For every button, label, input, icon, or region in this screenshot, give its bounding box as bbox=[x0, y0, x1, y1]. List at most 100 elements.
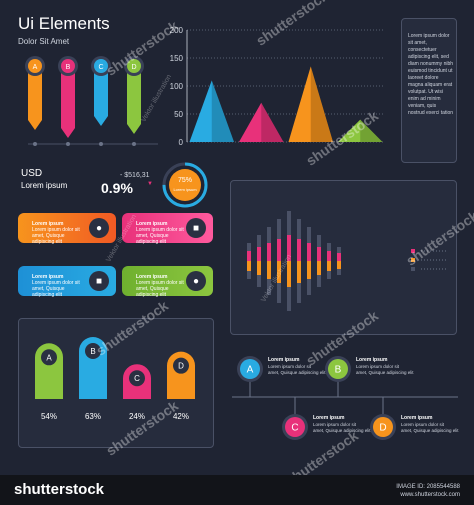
y-tick-label: 0 bbox=[179, 138, 184, 147]
pin-label: D bbox=[131, 64, 136, 71]
triangle-bar-a bbox=[189, 80, 235, 142]
timeline-body: amet, Quisque adipiscing elit bbox=[401, 428, 459, 433]
wave-bar-top bbox=[297, 219, 301, 239]
text-block: Lorem ipsum dolor sit amet, consectetuer… bbox=[408, 33, 454, 116]
legend-swatch bbox=[411, 267, 415, 271]
footer-meta: IMAGE ID: 2085544588 www.shutterstock.co… bbox=[396, 483, 460, 499]
timeline-body: Lorem ipsum dolor sit bbox=[401, 422, 445, 427]
pin-label: B bbox=[66, 64, 71, 71]
wave-bar-magenta bbox=[257, 247, 261, 261]
wave-bar-magenta bbox=[297, 239, 301, 261]
timeline-body: Lorem ipsum dolor sit bbox=[268, 364, 312, 369]
timeline-body: amet, Quisque adipiscing elit bbox=[313, 428, 371, 433]
y-tick-label: 50 bbox=[174, 110, 183, 119]
y-tick-label: 100 bbox=[170, 82, 184, 91]
wave-bar-bottom bbox=[267, 279, 271, 295]
triangle-shade bbox=[310, 66, 334, 142]
timeline-label: Lorem ipsum bbox=[356, 357, 388, 363]
page-subtitle: Dolor Sit Amet bbox=[18, 37, 70, 46]
pin-label: A bbox=[33, 64, 38, 71]
briefcase-icon: ■ bbox=[89, 271, 109, 291]
capsule-letter: A bbox=[46, 353, 52, 362]
wave-bar-top bbox=[267, 227, 271, 243]
triangle-bar-b bbox=[238, 102, 284, 142]
wave-bar-orange bbox=[277, 261, 281, 283]
waveform-panel bbox=[230, 180, 457, 335]
card-1[interactable]: Lorem ipsum Lorem ipsum dolor sit amet, Q… bbox=[18, 213, 116, 245]
capsule-badge bbox=[129, 370, 145, 387]
user-icon: ● bbox=[186, 271, 206, 291]
gauge-value: 75% bbox=[177, 177, 192, 184]
wave-bar-magenta bbox=[287, 235, 291, 261]
wave-bar-bottom bbox=[327, 271, 331, 279]
wave-bar-orange bbox=[327, 261, 331, 271]
wave-bar-magenta bbox=[267, 243, 271, 261]
wave-bar-bottom bbox=[307, 279, 311, 295]
wave-bar-magenta bbox=[327, 251, 331, 261]
card-2[interactable]: Lorem ipsum Lorem ipsum dolor sit amet, Q… bbox=[122, 213, 213, 245]
wave-bar-orange bbox=[267, 261, 271, 279]
triangle-chart: 0 50 100 150 200 bbox=[170, 26, 385, 147]
card-label: Lorem ipsum bbox=[136, 274, 168, 280]
image-id: IMAGE ID: 2085544588 bbox=[396, 484, 460, 490]
site-url: www.shutterstock.com bbox=[400, 492, 460, 498]
wave-bar-top bbox=[287, 211, 291, 235]
wave-bar-bottom bbox=[317, 275, 321, 287]
timeline-letter: C bbox=[291, 423, 298, 434]
page-title: Ui Elements bbox=[18, 14, 110, 33]
text-panel: Lorem ipsum dolor sit amet, consectetuer… bbox=[401, 18, 457, 163]
timeline-body: Lorem ipsum dolor sit bbox=[313, 422, 357, 427]
capsule-value-label: 42% bbox=[173, 412, 189, 421]
pin-d: D bbox=[124, 56, 144, 146]
timeline-label: Lorem ipsum bbox=[268, 357, 300, 363]
capsule-chart: A 54% B 63% C 24% D 42% bbox=[35, 337, 195, 421]
gauge bbox=[162, 162, 208, 208]
card-body: Lorem ipsum dolor sit amet, Quisque adip… bbox=[32, 280, 80, 298]
capsule-value-label: 54% bbox=[41, 412, 57, 421]
usd-label: USD bbox=[21, 168, 43, 179]
wave-bar-top bbox=[337, 247, 341, 253]
timeline-node-b bbox=[328, 359, 348, 379]
timeline-label: Lorem ipsum bbox=[401, 415, 433, 421]
usd-percent: 0.9% bbox=[101, 180, 133, 196]
waveform-chart bbox=[247, 211, 446, 311]
capsule-base bbox=[123, 385, 151, 399]
pin-c: C bbox=[91, 56, 111, 146]
wave-bar-bottom bbox=[247, 271, 251, 279]
wave-bar-magenta bbox=[247, 251, 251, 261]
triangle-shade bbox=[211, 80, 235, 142]
timeline-node-d bbox=[373, 417, 393, 437]
capsule-base bbox=[79, 385, 107, 399]
user-icon: ● bbox=[89, 218, 109, 238]
timeline-label: Lorem ipsum bbox=[313, 415, 345, 421]
triangle-bar-c bbox=[288, 66, 334, 142]
capsule-base bbox=[167, 385, 195, 399]
card-label: Lorem ipsum bbox=[32, 274, 64, 280]
capsule-badge bbox=[41, 349, 57, 366]
wave-bar-magenta bbox=[307, 243, 311, 261]
y-tick-label: 200 bbox=[170, 26, 184, 35]
briefcase-icon: ■ bbox=[186, 218, 206, 238]
legend-swatch bbox=[411, 249, 415, 253]
triangle-shade bbox=[360, 119, 383, 142]
wave-bar-orange bbox=[247, 261, 251, 271]
card-body: Lorem ipsum dolor sit amet, Quisque adip… bbox=[136, 280, 184, 298]
timeline-body: amet, Quisque adipiscing elit bbox=[356, 370, 414, 375]
timeline-letter: A bbox=[247, 365, 254, 376]
wave-bar-top bbox=[247, 243, 251, 251]
wave-bar-magenta bbox=[317, 247, 321, 261]
card-3[interactable]: Lorem ipsum Lorem ipsum dolor sit amet, Q… bbox=[18, 266, 116, 298]
wave-bar-orange bbox=[317, 261, 321, 275]
card-label: Lorem ipsum bbox=[32, 221, 64, 227]
card-4[interactable]: Lorem ipsum Lorem ipsum dolor sit amet, Q… bbox=[122, 266, 213, 298]
pin-b: B bbox=[58, 56, 78, 146]
wave-bar-top bbox=[257, 235, 261, 247]
gauge-sub: Lorem ipsum bbox=[173, 187, 197, 192]
wave-bar-bottom bbox=[287, 287, 291, 311]
capsule-letter: C bbox=[134, 374, 140, 383]
wave-bar-top bbox=[277, 219, 281, 239]
capsule-value-label: 24% bbox=[129, 412, 145, 421]
usd-sub: Lorem ipsum bbox=[21, 181, 68, 190]
timeline-letter: D bbox=[379, 423, 386, 434]
card-body: Lorem ipsum dolor sit amet, Quisque adip… bbox=[136, 227, 184, 245]
